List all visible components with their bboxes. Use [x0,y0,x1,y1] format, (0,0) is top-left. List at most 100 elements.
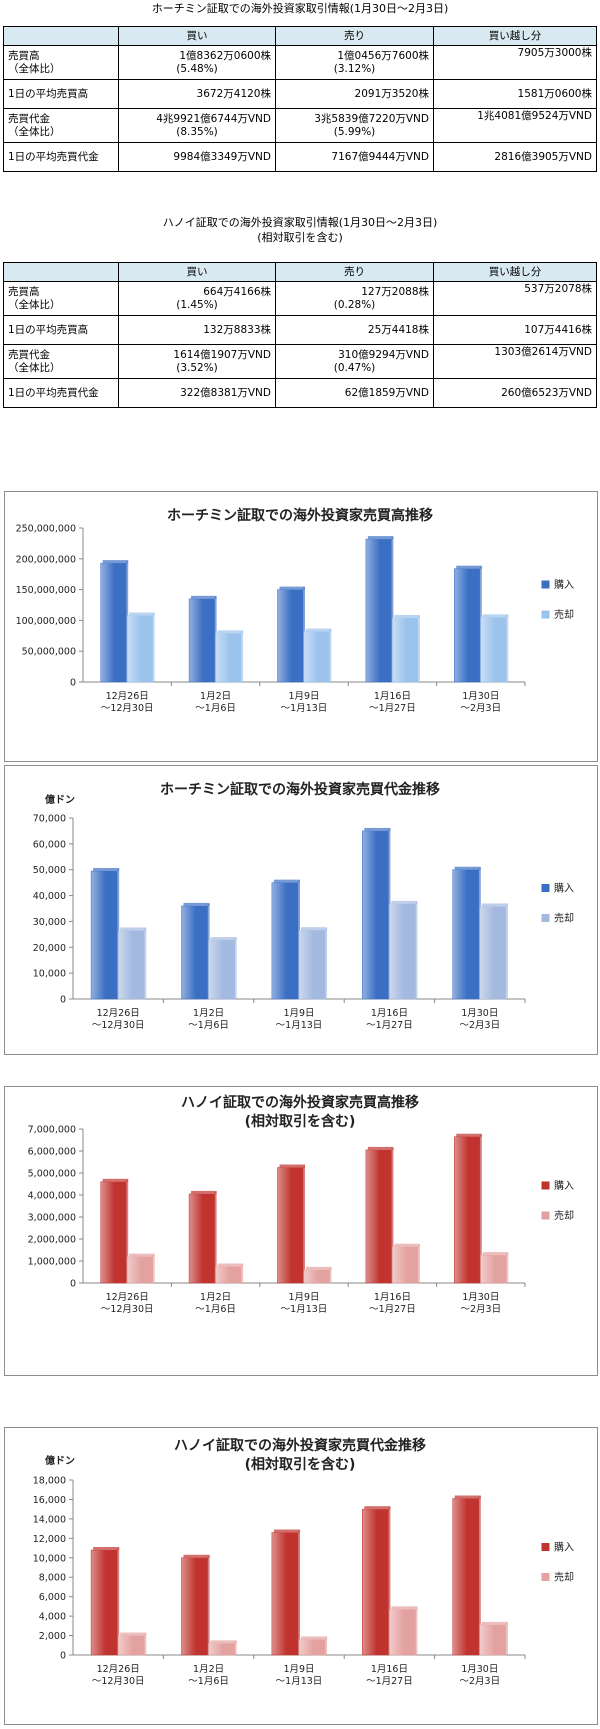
hcm-volume-chart-svg: ホーチミン証取での海外投資家売買高推移 0 50,000,000 100,000,00… [16,507,574,714]
ratio: (3.12%) [333,62,376,75]
x-tick-label: 〜1月27日 [366,1676,413,1687]
bar-buy [454,1136,481,1284]
value: 664万4166株 [203,285,271,298]
value: 310億9294万VND [338,348,429,361]
bar-side-3d [298,1530,300,1655]
bar-buy [365,1149,392,1284]
bar-side-3d [505,1622,508,1655]
x-tick-label: 〜1月13日 [276,1020,323,1031]
legend-label: 売却 [554,1571,574,1584]
ratio: (5.48%) [176,62,218,75]
bar-sell [303,631,330,683]
bar-side-3d [415,1607,418,1655]
bar-side-3d [234,1641,237,1655]
sell-cell: 2091万3520株 [275,79,434,109]
y-tick-label: 2,000,000 [28,1235,76,1246]
x-tick-label: 〜1月6日 [195,703,236,714]
table-row: 売買代金 （全体比） 4兆9921億6744万VND (8.35%) 3兆5839億… [3,108,597,143]
table-row: 1日の平均売買高 3672万4120株 2091万3520株 1581万0600… [3,79,597,109]
bar-side-3d [417,1244,420,1283]
bar-top-3d [273,879,300,883]
x-tick-label: 1月9日 [288,1292,319,1303]
x-tick-label: 1月16日 [371,1008,408,1019]
buy-cell: 1614億1907万VND (3.52%) [118,344,276,379]
bar-top-3d [394,614,420,618]
bar-top-3d [191,595,217,599]
sell-cell: 7167億9444万VND [275,142,434,172]
x-tick-label: 1月30日 [462,691,499,702]
x-tick-label: 1月2日 [193,1664,224,1675]
sell-cell: 25万4418株 [275,315,434,345]
bar-buy [277,1167,304,1284]
x-tick-label: 12月26日 [97,1008,140,1019]
x-tick-label: 1月16日 [374,691,411,702]
buy-cell: 3672万4120株 [118,79,276,109]
buy-cell: 322億8381万VND [118,378,276,408]
bar-top-3d [102,560,129,564]
value: 537万2078株 [524,283,592,295]
bar-top-3d [129,1253,155,1257]
x-tick-label: 〜12月30日 [92,1676,145,1687]
x-tick-label: 〜12月30日 [92,1020,145,1031]
table-header-row: 買い 売り 買い越し分 [3,26,597,46]
ratio: (5.99%) [333,125,376,138]
bar-top-3d [102,1178,129,1182]
bar-side-3d [478,1496,481,1655]
y-tick-label: 200,000,000 [16,554,76,565]
y-tick-label: 60,000 [33,839,66,850]
y-axis-label: 億ドン [45,793,75,806]
net-cell: 1303億2614万VND [433,344,597,379]
x-tick-label: 〜2月3日 [461,1304,502,1315]
ratio: (0.28%) [333,298,376,311]
bar-side-3d [505,904,508,999]
hcm-volume-chart: ホーチミン証取での海外投資家売買高推移 0 50,000,000 100,000,00… [4,491,598,762]
header-net: 買い越し分 [433,262,597,282]
y-tick-label: 0 [70,1279,76,1290]
bar-top-3d [120,1632,147,1636]
x-tick-label: 〜1月27日 [369,1304,416,1315]
value: 1兆4081億9524万VND [477,110,592,122]
bar-top-3d [210,1640,237,1644]
x-tick-label: 〜1月6日 [195,1304,236,1315]
bar-sell [303,1269,330,1284]
bar-top-3d [279,586,305,590]
x-tick-label: 1月9日 [283,1008,314,1019]
y-tick-label: 250,000,000 [16,524,76,535]
bar-top-3d [481,903,508,907]
y-tick-label: 70,000 [33,814,66,825]
bar-sell [479,906,507,1000]
bar-sell [298,1639,326,1656]
x-tick-label: 〜2月3日 [461,703,502,714]
bar-sell [117,930,145,1000]
table-row: 1日の平均売買高 132万8833株 25万4418株 107万4416株 [3,315,597,345]
y-tick-label: 30,000 [33,917,66,928]
table-header-row: 買い 売り 買い越し分 [3,262,597,282]
bar-buy [271,1532,299,1656]
value: 1億0456万7600株 [337,49,429,62]
legend-swatch [541,914,550,922]
bar-side-3d [303,1165,305,1283]
bar-side-3d [325,928,328,999]
bar-top-3d [482,1252,509,1256]
bar-side-3d [117,1548,120,1655]
header-buy: 買い [118,26,276,46]
bar-buy [271,882,299,1000]
bar-top-3d [391,900,418,904]
legend-label: 購入 [554,1179,574,1192]
bar-sell [126,1256,153,1284]
bar-side-3d [241,1264,244,1283]
ratio: (8.35%) [176,125,218,138]
ratio: (0.47%) [333,361,376,374]
label-line: （全体比） [8,125,61,138]
table-row: 1日の平均売買代金 322億8381万VND 62億1859万VND 260億6… [3,378,597,408]
bar-buy [188,1193,215,1284]
table-row: 1日の平均売買代金 9984億3349万VND 7167億9444万VND 28… [3,142,597,172]
y-tick-label: 0 [60,1651,66,1662]
bar-top-3d [454,1495,481,1499]
legend-label: 売却 [554,912,574,925]
row-label: 1日の平均売買代金 [3,142,119,172]
bar-side-3d [391,1147,394,1283]
table-row: 売買高 （全体比） 1億8362万0600株 (5.48%) 1億0456万7600… [3,45,597,80]
y-tick-label: 100,000,000 [16,616,76,627]
y-tick-label: 1,000,000 [28,1257,76,1268]
